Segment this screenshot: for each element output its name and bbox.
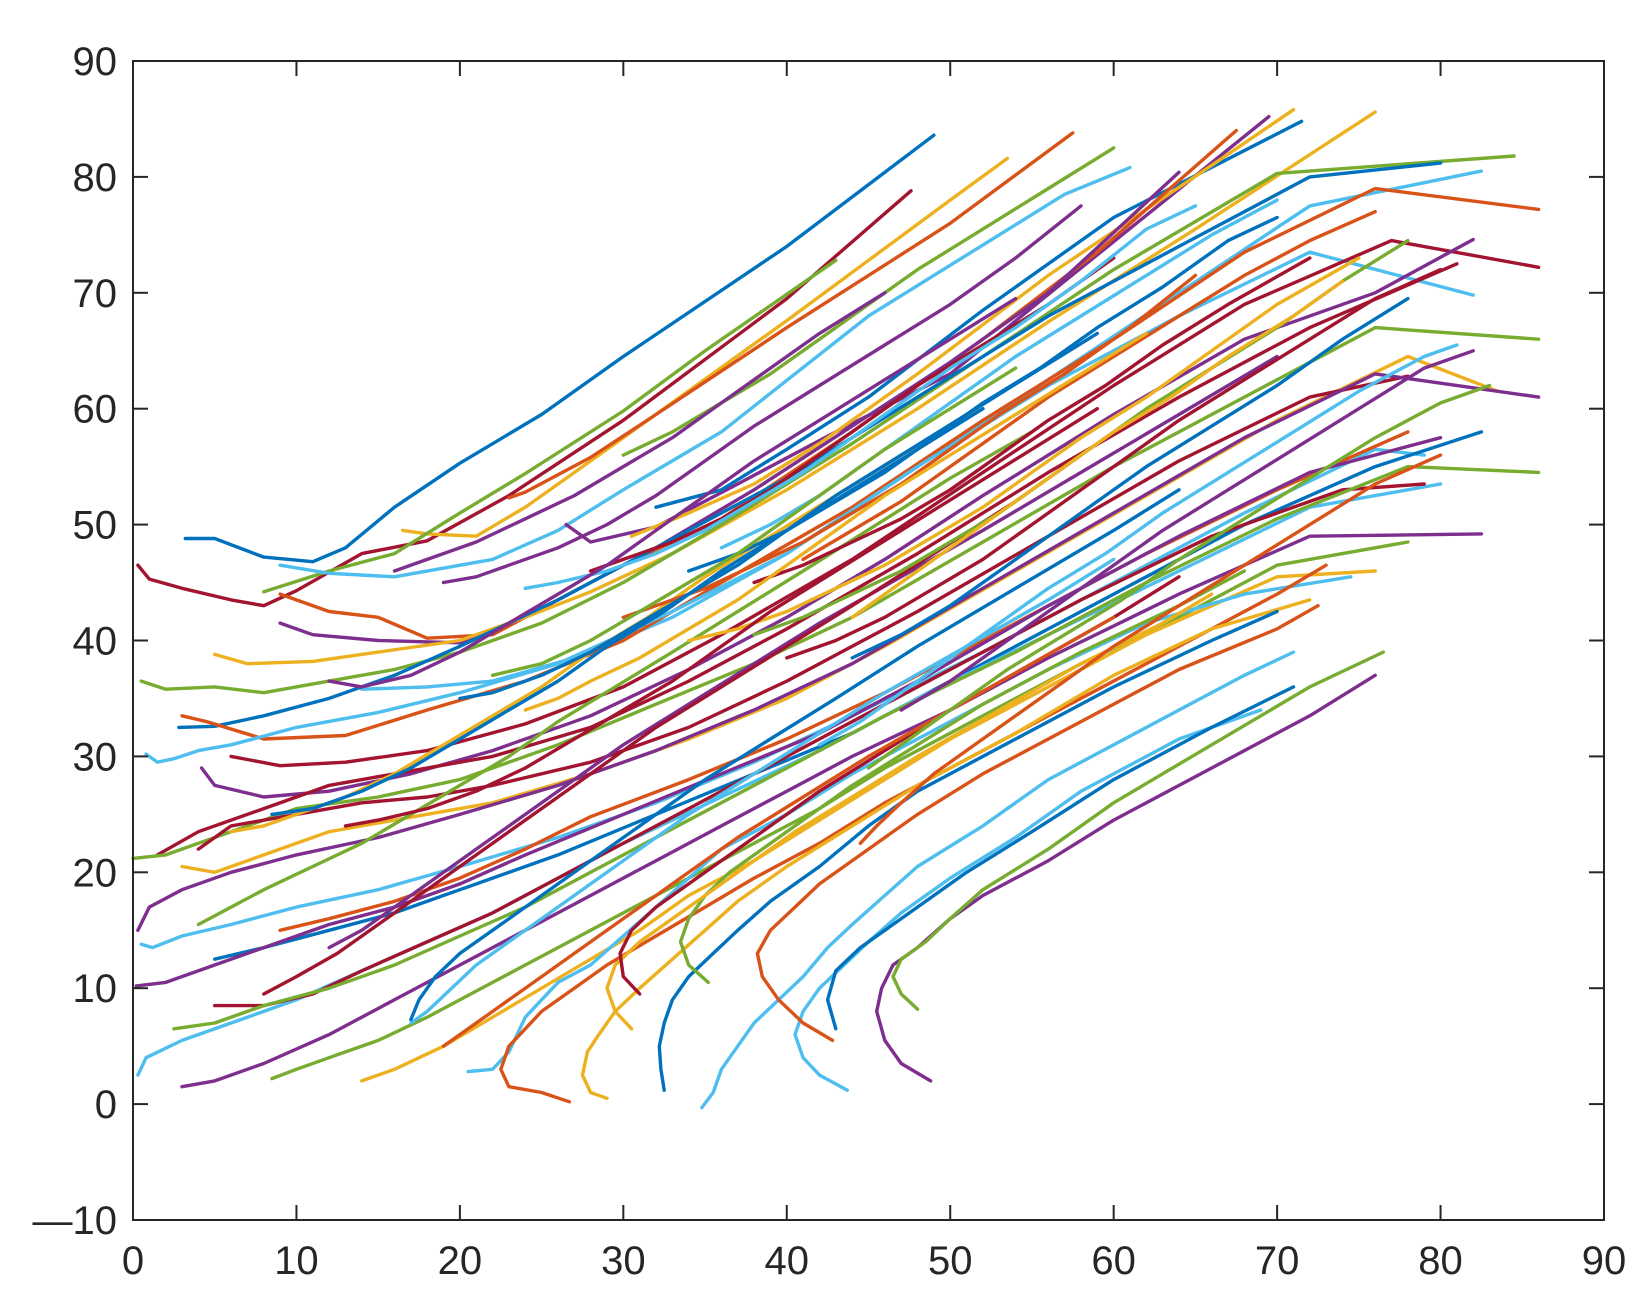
x-tick-label: 20 — [438, 1239, 483, 1283]
trajectory-line-18 — [229, 238, 1541, 768]
trajectory-line-46 — [605, 592, 1214, 1031]
trajectory-line-66 — [866, 383, 1492, 770]
trajectory-line-45 — [678, 569, 1247, 985]
y-tick-label: 10 — [73, 967, 118, 1011]
trajectory-line-62 — [785, 267, 1443, 660]
axis-ticks — [132, 60, 1605, 1221]
trajectory-line-26 — [213, 430, 1484, 961]
y-tick-label: 90 — [73, 40, 118, 84]
trajectory-line-68 — [850, 279, 1345, 619]
trajectory-line-4 — [507, 131, 1075, 500]
trajectory-line-48 — [409, 557, 1116, 1025]
trajectory-line-67 — [899, 349, 1475, 712]
trajectory-line-23 — [196, 374, 1410, 851]
trajectory-line-51 — [327, 354, 1279, 950]
x-tick-label: 10 — [274, 1239, 319, 1283]
trajectory-line-12 — [213, 110, 1377, 666]
trajectory-line-6 — [278, 165, 1132, 579]
trajectory-line-15 — [177, 161, 1443, 730]
trajectory-line-5 — [262, 258, 838, 594]
y-tick-label: —10 — [33, 1199, 118, 1243]
trajectory-line-13 — [139, 154, 1516, 695]
trajectory-line-30 — [213, 482, 1426, 1008]
trajectory-line-42 — [891, 650, 1385, 1011]
y-tick-label: 0 — [95, 1083, 117, 1127]
trajectory-line-9 — [629, 108, 1296, 538]
x-tick-label: 0 — [122, 1239, 144, 1283]
trajectory-line-72 — [392, 291, 887, 573]
series-layer — [131, 108, 1541, 1110]
trajectory-line-8 — [654, 119, 1304, 509]
trajectory-line-76 — [327, 296, 1018, 689]
trajectory-line-60 — [687, 256, 1361, 643]
trajectory-line-58 — [523, 204, 1198, 590]
trajectory-line-71 — [621, 146, 1116, 457]
trajectory-line-21 — [131, 325, 1541, 861]
trajectory-line-50 — [409, 488, 1181, 1022]
x-tick-label: 80 — [1418, 1239, 1463, 1283]
x-tick-label: 60 — [1091, 1239, 1136, 1283]
trajectory-line-69 — [752, 256, 1312, 585]
trajectory-line-36 — [499, 563, 1328, 1104]
x-tick-label: 50 — [928, 1239, 973, 1283]
y-tick-label: 80 — [73, 156, 118, 200]
trajectory-line-74 — [801, 210, 1377, 562]
trajectory-line-56 — [441, 204, 1083, 585]
y-tick-label: 70 — [73, 272, 118, 316]
trajectory-line-20 — [155, 262, 1459, 857]
trajectory-line-78 — [343, 407, 1099, 828]
y-tick-label: 30 — [73, 735, 118, 779]
trajectory-line-32 — [180, 532, 1484, 1089]
x-tick-label: 40 — [765, 1239, 810, 1283]
x-tick-label: 30 — [601, 1239, 646, 1283]
trajectory-line-65 — [817, 343, 1459, 747]
trajectory-line-24 — [136, 372, 1541, 932]
trajectory-line-52 — [262, 453, 1083, 996]
trajectory-line-28 — [134, 436, 1443, 988]
y-tick-label: 40 — [73, 620, 118, 664]
x-axis-tick-labels: 0 10 20 30 40 50 60 70 80 90 — [122, 1239, 1626, 1283]
trajectory-line-57 — [588, 256, 1116, 573]
y-tick-label: 20 — [73, 851, 118, 895]
y-tick-label: 60 — [73, 388, 118, 432]
trajectory-line-1 — [183, 133, 936, 564]
trajectory-line-17 — [144, 250, 1475, 764]
trajectory-line-39 — [700, 650, 1296, 1110]
x-tick-label: 70 — [1255, 1239, 1300, 1283]
trajectory-line-3 — [401, 156, 1010, 538]
y-tick-label: 50 — [73, 504, 118, 548]
x-tick-label: 90 — [1582, 1239, 1627, 1283]
trajectory-line-77 — [458, 331, 1099, 701]
trajectory-line-37 — [580, 598, 1312, 1100]
trajectory-line-64 — [858, 453, 1443, 845]
trajectory-line-43 — [755, 604, 1320, 1043]
trajectory-line-79 — [490, 366, 1018, 677]
trajectory-line-44 — [825, 685, 1296, 1031]
y-axis-tick-labels: —10 0 10 20 30 40 50 60 70 80 90 — [33, 40, 118, 1243]
trajectory-line-38 — [657, 609, 1279, 1092]
trajectory-line-63 — [850, 296, 1410, 660]
trajectory-line-75 — [523, 331, 1149, 712]
